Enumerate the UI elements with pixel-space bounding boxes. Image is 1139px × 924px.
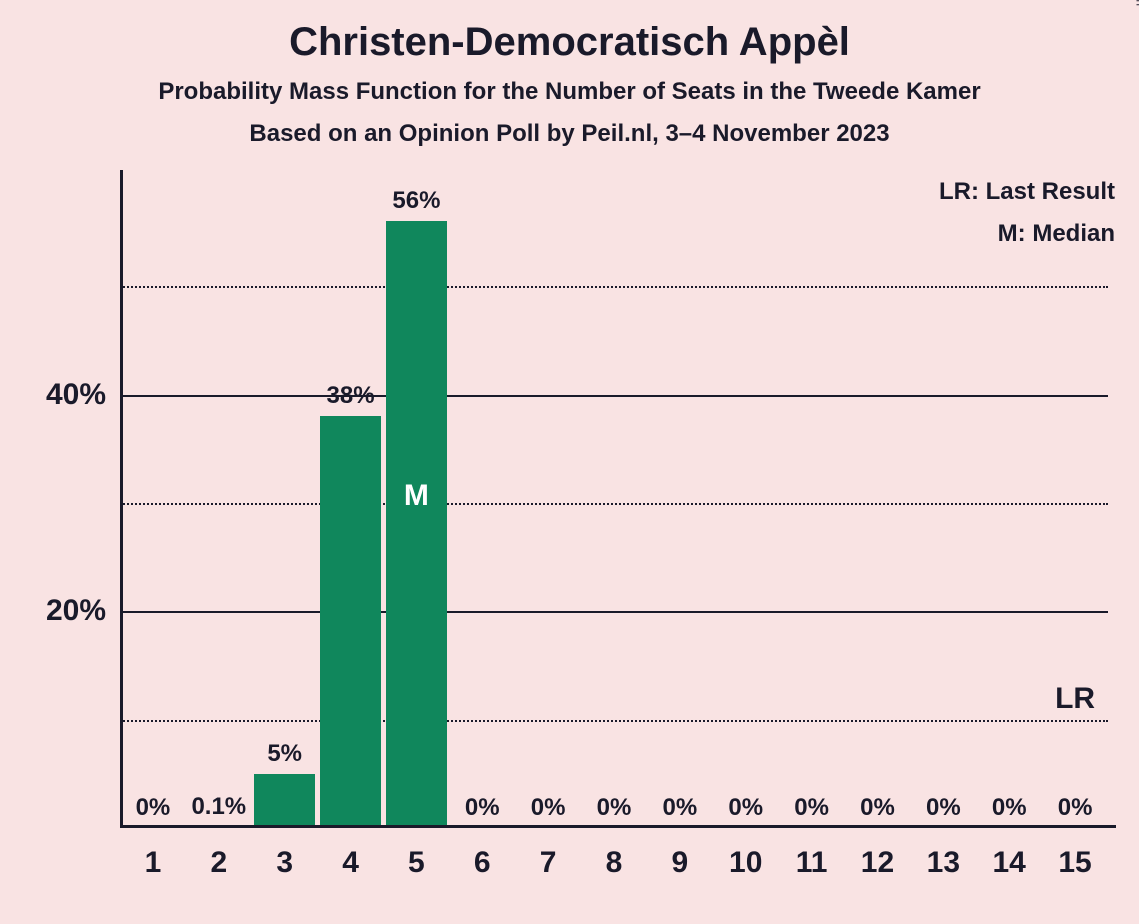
- gridline-major: [120, 395, 1108, 397]
- x-tick-label: 9: [672, 828, 689, 880]
- bar-value-label: 0%: [465, 794, 500, 822]
- x-tick-label: 5: [408, 828, 425, 880]
- bar: [254, 774, 315, 828]
- chart-title: Christen-Democratisch Appèl: [0, 20, 1139, 65]
- chart-subtitle-1: Probability Mass Function for the Number…: [0, 78, 1139, 106]
- copyright-text: © 2023 Filip van Laenen: [1133, 0, 1139, 6]
- bar: [320, 416, 381, 828]
- bar-value-label: 0%: [531, 794, 566, 822]
- x-tick-label: 13: [927, 828, 960, 880]
- bar-value-label: 0%: [663, 794, 698, 822]
- x-tick-label: 12: [861, 828, 894, 880]
- y-tick-label: 40%: [46, 378, 120, 412]
- bar-value-label: 0%: [794, 794, 829, 822]
- x-tick-label: 10: [729, 828, 762, 880]
- bar-value-label: 0.1%: [191, 793, 246, 821]
- bar-value-label: 38%: [327, 382, 375, 410]
- plot-area: 20%40%0%10.1%25%338%456%50%60%70%80%90%1…: [120, 178, 1108, 828]
- chart-canvas: Christen-Democratisch Appèl Probability …: [0, 0, 1139, 924]
- bar-value-label: 0%: [992, 794, 1027, 822]
- y-tick-label: 20%: [46, 594, 120, 628]
- bar-value-label: 56%: [392, 187, 440, 215]
- legend-line: LR: Last Result: [939, 178, 1115, 206]
- bar-value-label: 0%: [136, 794, 171, 822]
- x-tick-label: 4: [342, 828, 359, 880]
- bar-value-label: 0%: [926, 794, 961, 822]
- bar: [386, 221, 447, 828]
- bar-value-label: 0%: [860, 794, 895, 822]
- x-tick-label: 15: [1058, 828, 1091, 880]
- x-tick-label: 14: [993, 828, 1026, 880]
- gridline-minor: [120, 720, 1108, 722]
- bar-value-label: 0%: [728, 794, 763, 822]
- x-tick-label: 3: [276, 828, 293, 880]
- x-axis: [120, 825, 1116, 828]
- bar-value-label: 0%: [597, 794, 632, 822]
- gridline-minor: [120, 503, 1108, 505]
- gridline-minor: [120, 286, 1108, 288]
- legend-line: M: Median: [939, 220, 1115, 248]
- legend: LR: Last Result M: Median: [939, 178, 1115, 248]
- x-tick-label: 7: [540, 828, 557, 880]
- gridline-major: [120, 611, 1108, 613]
- x-tick-label: 1: [145, 828, 162, 880]
- x-tick-label: 11: [796, 828, 828, 880]
- x-tick-label: 2: [210, 828, 227, 880]
- bar-value-label: 0%: [1058, 794, 1093, 822]
- median-marker: M: [404, 479, 429, 513]
- x-tick-label: 8: [606, 828, 623, 880]
- y-axis: [120, 170, 123, 828]
- chart-subtitle-2: Based on an Opinion Poll by Peil.nl, 3–4…: [0, 120, 1139, 148]
- last-result-marker: LR: [1055, 682, 1095, 716]
- bar-value-label: 5%: [267, 740, 302, 768]
- x-tick-label: 6: [474, 828, 491, 880]
